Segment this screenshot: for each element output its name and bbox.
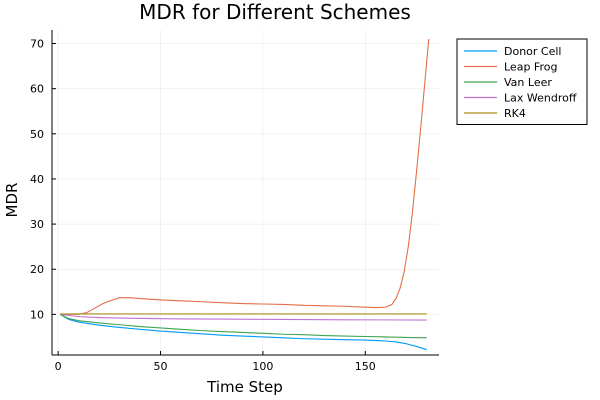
series-line-lax-wendroff [60,313,427,321]
legend-label: RK4 [504,107,526,120]
y-tick-label: 70 [30,38,44,51]
legend: Donor Cell Leap Frog Van Leer Lax Wendroff R… [456,38,588,125]
x-tick-label: 100 [252,360,273,373]
y-tick-label: 10 [30,308,44,321]
legend-label: Leap Frog [504,61,557,74]
x-tick-label: 0 [55,360,62,373]
series-line-donor-cell [59,313,427,351]
y-tick-label: 60 [30,83,44,96]
series-lines [59,38,430,351]
series-line-van-leer [59,313,427,339]
series-line-leap-frog [60,38,430,315]
legend-label: Donor Cell [504,45,561,58]
axes: 0 50 100 150 10 20 30 40 50 60 70 [30,30,439,373]
x-tick-label: 50 [154,360,168,373]
x-axis-title: Time Step [206,378,283,396]
y-tick-label: 40 [30,173,44,186]
grid [52,30,439,355]
y-tick-label: 50 [30,128,44,141]
y-axis-title: MDR [3,183,21,218]
legend-label: Van Leer [504,76,552,89]
y-tick-label: 30 [30,218,44,231]
chart-title: MDR for Different Schemes [139,0,411,24]
x-tick-label: 150 [355,360,376,373]
y-tick-label: 20 [30,263,44,276]
legend-label: Lax Wendroff [504,92,577,105]
